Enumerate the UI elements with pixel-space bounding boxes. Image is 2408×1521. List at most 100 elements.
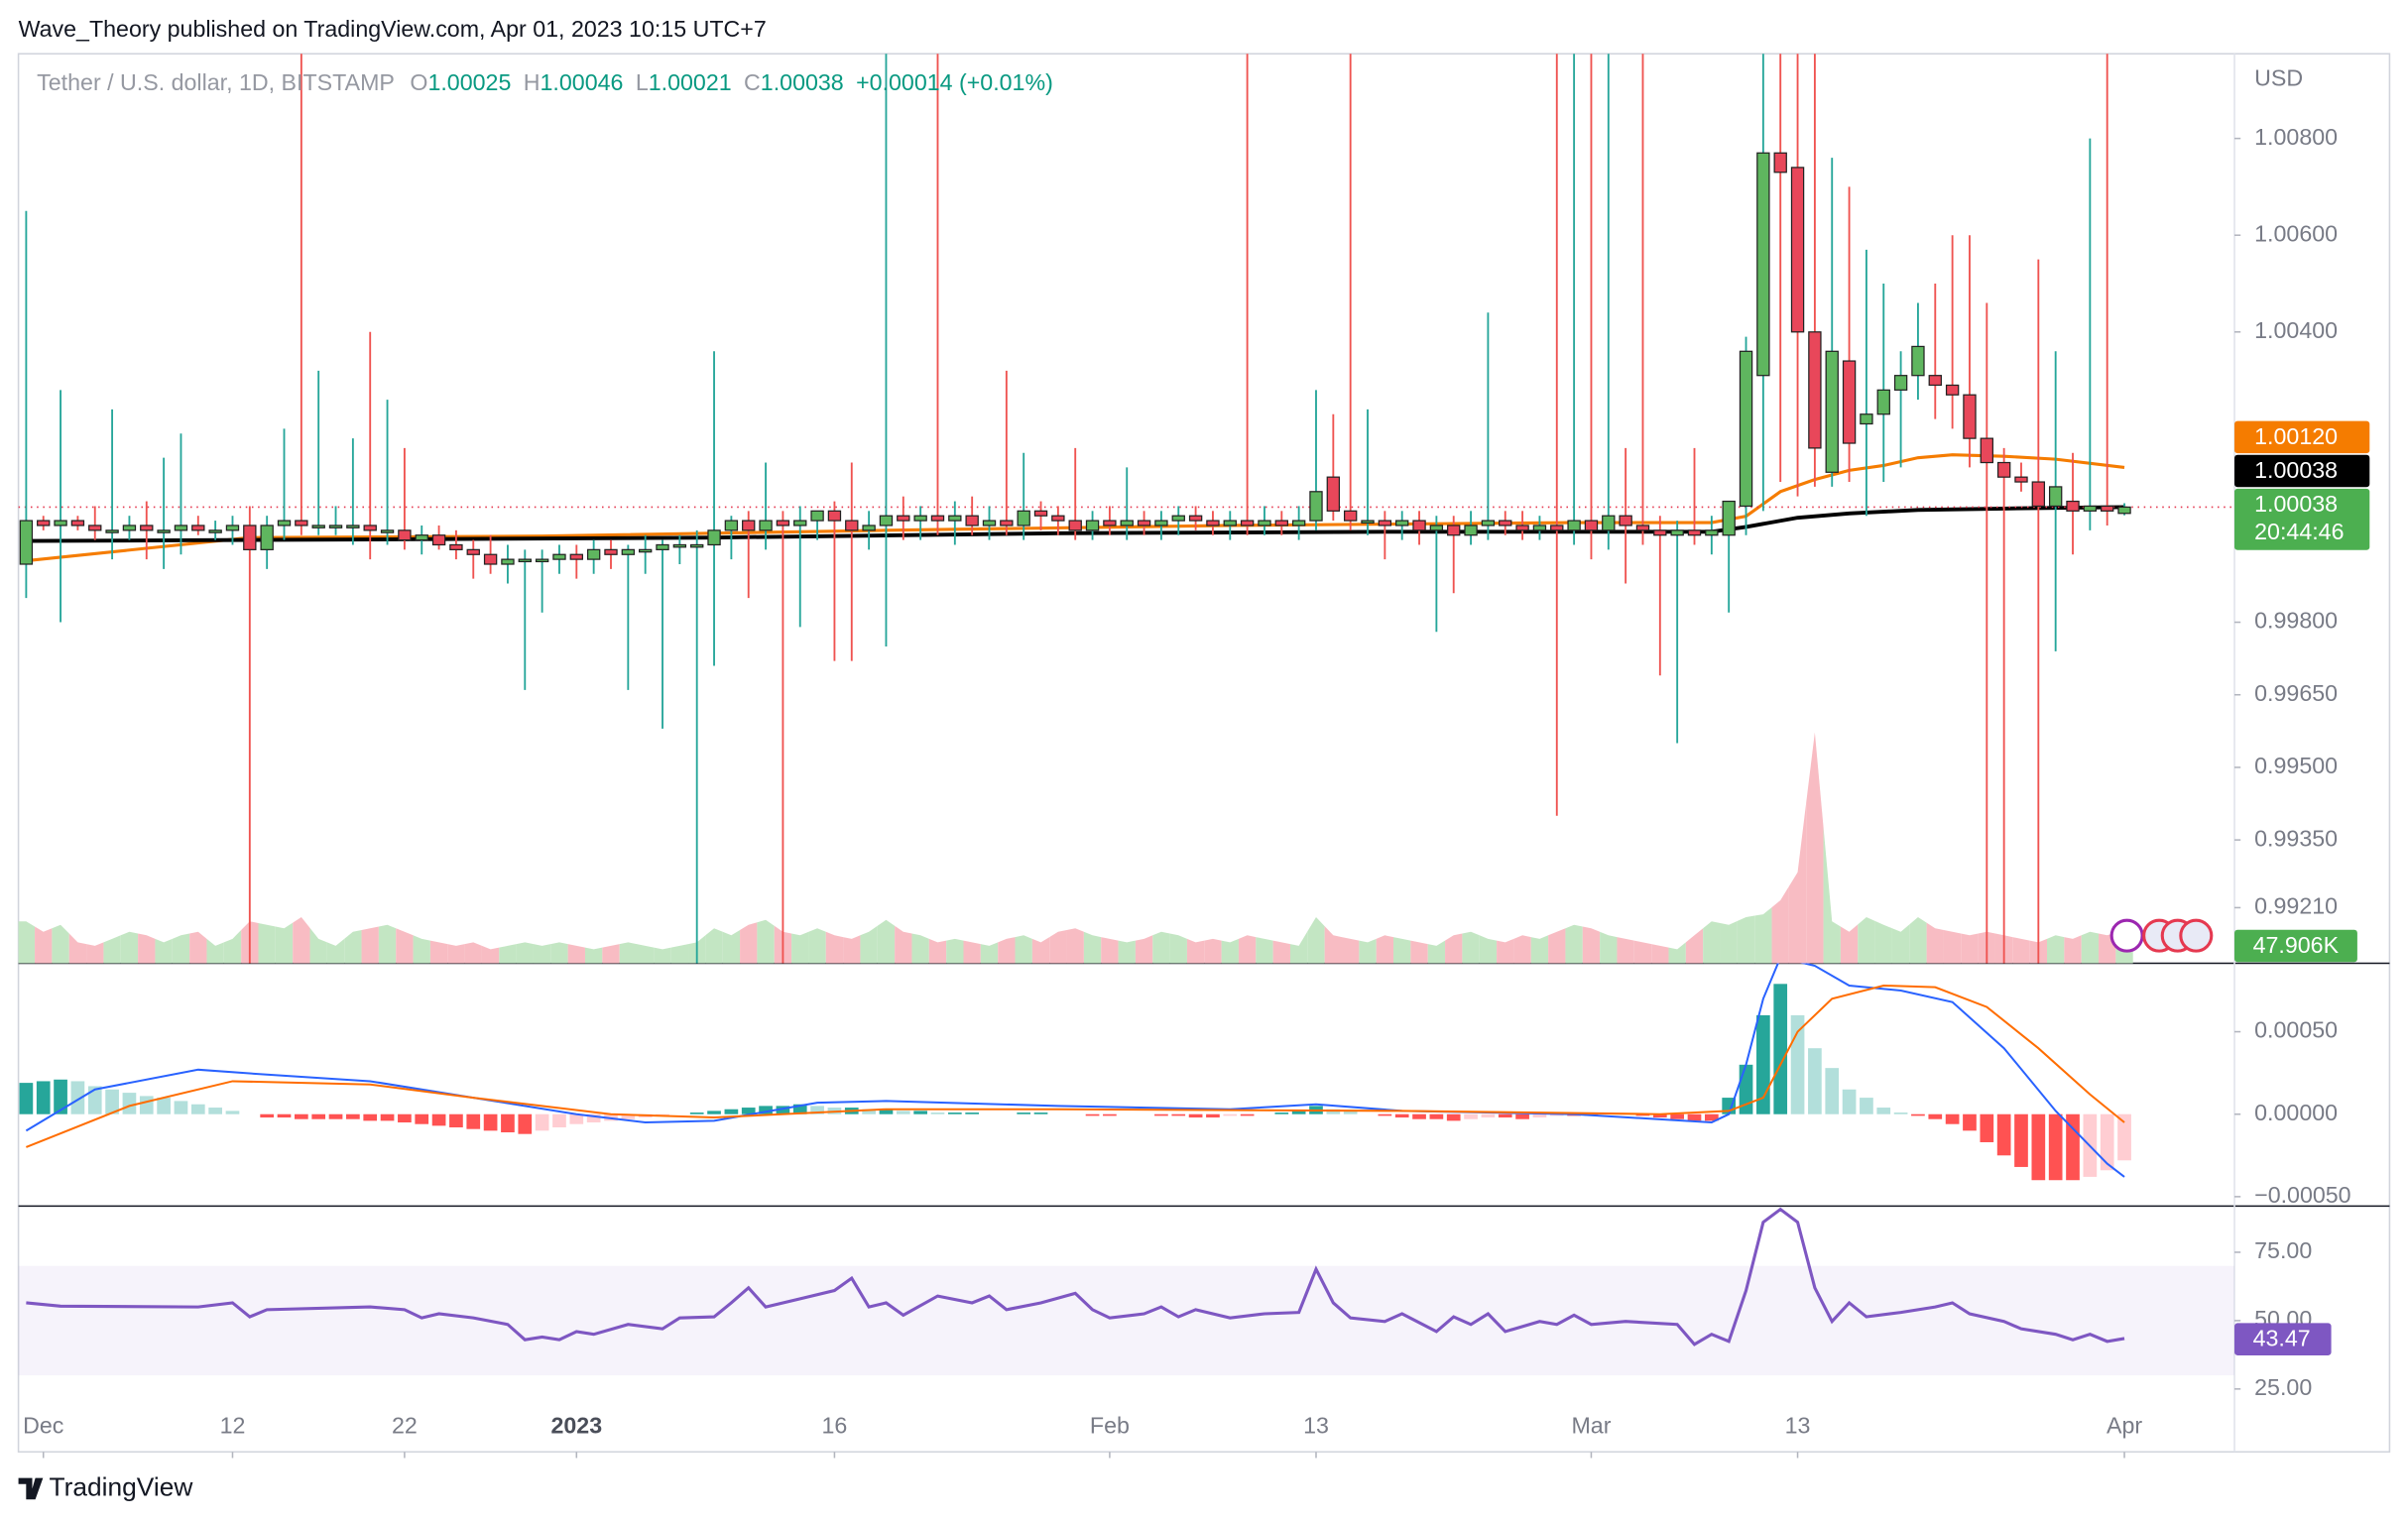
volume-area	[499, 944, 517, 964]
macd-histogram-bar	[415, 1113, 429, 1124]
macd-histogram-bar	[1240, 1113, 1255, 1116]
price-tag	[2234, 454, 2370, 488]
volume-area	[2012, 937, 2030, 964]
volume-area	[172, 933, 190, 964]
volume-area	[740, 922, 758, 964]
frame	[17, 53, 2391, 1454]
macd-histogram-bar	[1808, 1048, 1822, 1114]
candle-body	[2083, 505, 2098, 512]
candle-body	[776, 520, 790, 526]
macd-histogram-bar	[431, 1113, 446, 1126]
macd-histogram-bar	[792, 1104, 807, 1114]
candle-body	[1550, 525, 1564, 531]
candle-body	[1068, 520, 1082, 531]
volume-tag-label: 47.906K	[2253, 932, 2340, 958]
candle-body	[1567, 520, 1581, 531]
candle-body	[1790, 167, 1805, 333]
volume-area	[155, 938, 173, 964]
macd-histogram-bar	[346, 1113, 360, 1119]
volume-area	[206, 938, 224, 964]
macd-histogram-bar	[947, 1112, 962, 1114]
volume-area	[258, 922, 276, 964]
macd-histogram-bar	[1652, 1113, 1667, 1118]
macd-histogram-bar	[1963, 1113, 1977, 1131]
symbol: Tether / U.S. dollar, 1D, BITSTAMP	[37, 69, 395, 95]
macd-histogram-bar	[54, 1079, 67, 1114]
candle-body	[569, 553, 583, 560]
x-tick-label: 13	[1785, 1413, 1811, 1439]
volume-area	[1169, 933, 1187, 964]
macd-histogram-bar	[1498, 1113, 1512, 1118]
candle-body	[88, 525, 102, 531]
candle-body	[1635, 525, 1650, 531]
volume-area	[1324, 926, 1343, 964]
volume-area	[103, 935, 121, 964]
macd-histogram-bar	[1017, 1112, 1031, 1114]
candle-body	[535, 558, 549, 563]
volume-area	[293, 916, 310, 964]
macd-histogram-bar	[1343, 1111, 1358, 1114]
candle-body	[1481, 520, 1496, 526]
candle-body	[1670, 529, 1684, 536]
candle-body	[1876, 389, 1890, 415]
y-tick-label: 0.99500	[2254, 753, 2338, 778]
volume-area	[1462, 931, 1480, 964]
macd-histogram-bar	[311, 1113, 326, 1119]
candle-body	[1825, 350, 1839, 473]
macd-histogram-bar	[1481, 1113, 1496, 1118]
volume-area	[825, 931, 844, 964]
change: +0.00014 (+0.01%)	[856, 69, 1053, 95]
macd-histogram-bar	[1223, 1113, 1238, 1116]
volume-area	[1186, 938, 1205, 964]
volume-area	[1376, 935, 1394, 964]
volume-area	[1066, 928, 1084, 964]
candle-body	[1085, 520, 1100, 531]
macd-histogram-bar	[621, 1113, 636, 1119]
volume-area	[1668, 942, 1686, 964]
ohlc-value: 1.00025	[427, 69, 511, 95]
logo-mark	[18, 1477, 44, 1500]
ohlc-value: 1.00046	[541, 69, 624, 95]
candle-body	[157, 529, 171, 533]
volume-area	[1858, 916, 1875, 964]
candle-body	[363, 525, 377, 531]
candle-body	[1980, 437, 1993, 464]
volume-area	[1427, 940, 1446, 964]
footer: TradingView	[50, 1471, 194, 1501]
x-tick-label: Apr	[2107, 1413, 2142, 1439]
x-tick-label: 2023	[550, 1413, 602, 1439]
volume-area	[1049, 930, 1067, 964]
candle-body	[672, 543, 687, 548]
candle-body	[1033, 510, 1048, 517]
candle-body	[398, 529, 412, 541]
volume-area	[722, 930, 741, 964]
rsi-line	[26, 1207, 2125, 1346]
volume-area	[895, 925, 912, 964]
currency: USD	[2254, 65, 2303, 91]
macd-pane	[19, 963, 2131, 1181]
icon	[2109, 918, 2144, 953]
volume-area	[670, 944, 689, 964]
volume-area	[1031, 937, 1050, 964]
macd-histogram-bar	[1446, 1113, 1461, 1121]
candle-body	[742, 520, 756, 531]
candle-body	[70, 520, 85, 526]
volume-area	[1926, 922, 1944, 964]
candle-body	[1223, 520, 1237, 526]
candle-body	[1120, 520, 1134, 526]
macd-histogram-bar	[759, 1106, 773, 1114]
volume-area	[928, 938, 947, 964]
macd-histogram-bar	[1549, 1113, 1564, 1116]
volume-area	[1754, 907, 1772, 964]
logo: TradingView	[18, 1471, 194, 1501]
candle-body	[1000, 520, 1014, 526]
volume-area	[223, 930, 242, 964]
volume-area	[619, 942, 638, 964]
macd-histogram-bar	[295, 1113, 308, 1119]
volume-area	[1015, 935, 1032, 964]
candle-body	[827, 510, 842, 522]
candle-body	[328, 525, 343, 528]
volume-area	[1135, 935, 1153, 964]
macd-histogram-bar	[1911, 1113, 1925, 1116]
